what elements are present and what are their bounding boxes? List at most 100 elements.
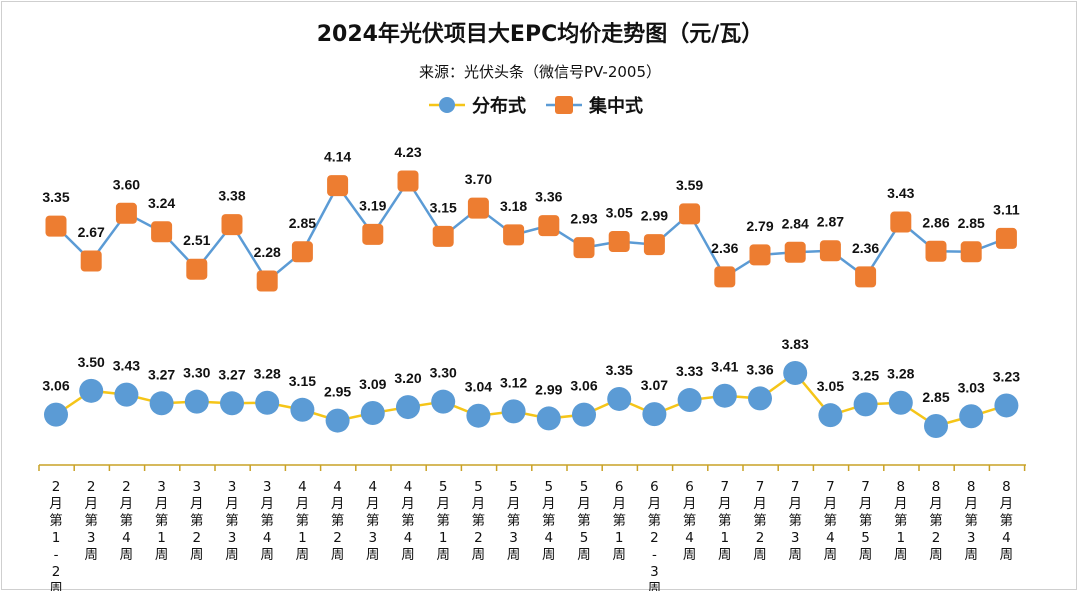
data-label-centralized: 3.59 (676, 177, 703, 193)
x-tick-label: 7 月第 2 周 (753, 479, 767, 563)
point-distributed (114, 382, 139, 407)
data-label-centralized: 3.05 (606, 205, 633, 221)
data-label-centralized: 3.43 (887, 185, 914, 201)
data-label-centralized: 2.86 (922, 214, 949, 230)
point-centralized (819, 240, 841, 262)
data-label-distributed: 3.28 (254, 366, 281, 382)
data-label-centralized: 2.67 (78, 224, 105, 240)
x-tick-label: 2 月第 3 周 (84, 479, 98, 563)
point-distributed (44, 402, 68, 427)
data-label-centralized: 2.28 (254, 244, 281, 260)
data-label-distributed: 3.04 (465, 379, 492, 395)
point-distributed (220, 391, 244, 416)
point-centralized (995, 227, 1017, 249)
x-tick-label: 8 月第 2 周 (929, 479, 943, 563)
point-centralized (221, 214, 243, 236)
point-centralized (327, 175, 349, 197)
data-label-centralized: 2.51 (183, 232, 210, 248)
x-tick-label: 5 月第 4 周 (542, 479, 556, 563)
data-label-distributed: 3.28 (887, 366, 914, 382)
data-label-centralized: 2.99 (641, 208, 668, 224)
data-label-distributed: 2.85 (922, 389, 949, 405)
data-label-centralized: 3.70 (465, 171, 492, 187)
point-distributed (818, 403, 843, 428)
data-label-distributed: 3.35 (606, 362, 633, 378)
data-label-distributed: 3.25 (852, 367, 879, 383)
data-label-distributed: 3.33 (676, 363, 703, 379)
point-distributed (924, 414, 948, 438)
x-tick-label: 3 月第 1 周 (155, 479, 169, 563)
data-label-centralized: 2.36 (711, 240, 738, 256)
x-tick-label: 2 月第 4 周 (120, 479, 134, 563)
point-distributed (360, 401, 385, 426)
point-distributed (642, 402, 667, 427)
data-label-distributed: 3.05 (817, 378, 844, 394)
data-label-distributed: 3.50 (78, 354, 105, 370)
plot-area: 3.06 3.50 3.43 3.27 3.30 3.27 3.28 3.15 2.95 3.09… (42, 144, 1020, 438)
x-tick-label: 4 月第 2 周 (331, 479, 345, 563)
data-label-centralized: 3.38 (218, 188, 245, 204)
x-tick-label: 5 月第 5 周 (577, 479, 591, 563)
data-label-distributed: 3.12 (500, 374, 527, 390)
data-label-distributed: 3.83 (782, 336, 809, 352)
data-label-centralized: 3.11 (993, 201, 1020, 217)
point-centralized (503, 224, 525, 246)
point-centralized (151, 221, 173, 243)
x-tick-label: 8 月第 3 周 (964, 479, 978, 563)
data-label-centralized: 3.35 (42, 189, 69, 205)
data-label-centralized: 3.36 (535, 189, 562, 205)
data-label-centralized: 2.79 (746, 218, 773, 234)
point-centralized (960, 241, 982, 263)
point-centralized (115, 202, 137, 224)
point-centralized (855, 266, 877, 288)
x-tick-label: 5 月第 1 周 (436, 479, 450, 563)
point-distributed (853, 392, 878, 417)
x-tick-label: 5 月第 2 周 (472, 479, 486, 563)
point-distributed (712, 383, 737, 408)
x-tick-label: 8 月第 4 周 (1000, 479, 1014, 563)
x-tick-label: 2 月第 1 -2 周 (49, 479, 63, 591)
x-tick-label: 4 月第 4 周 (401, 479, 415, 563)
point-distributed (501, 399, 526, 424)
data-label-centralized: 3.15 (430, 199, 457, 215)
data-label-distributed: 3.09 (359, 376, 386, 392)
point-distributed (994, 393, 1019, 418)
x-tick-label: 7 月第 3 周 (788, 479, 802, 563)
point-distributed (431, 389, 456, 414)
point-centralized (45, 215, 67, 237)
point-distributed (184, 389, 209, 414)
point-distributed (536, 406, 561, 431)
data-label-centralized: 4.23 (394, 144, 421, 160)
data-label-distributed: 2.99 (535, 381, 562, 397)
x-tick-label: 7 月第 4 周 (824, 479, 838, 563)
point-centralized (925, 240, 947, 262)
x-tick-label: 6 月第 4 周 (683, 479, 697, 563)
x-tick-label: 3 月第 4 周 (260, 479, 274, 563)
legend-label-centralized: 集中式 (588, 95, 643, 117)
point-centralized (784, 241, 806, 263)
x-tick-label: 3 月第 3 周 (225, 479, 239, 563)
point-centralized (538, 215, 560, 237)
data-label-distributed: 3.27 (148, 366, 175, 382)
legend: 分布式 集中式 (429, 95, 643, 117)
point-distributed (748, 386, 772, 411)
x-tick-label: 6 月第 2 -3 周 (648, 479, 662, 591)
point-centralized (573, 237, 595, 259)
point-centralized (432, 225, 454, 247)
data-label-centralized: 2.36 (852, 240, 879, 256)
x-tick-label: 7 月第 5 周 (859, 479, 873, 563)
data-label-distributed: 3.36 (746, 361, 773, 377)
point-distributed (607, 386, 632, 411)
data-label-distributed: 3.43 (113, 358, 140, 374)
chart-subtitle: 来源：光伏头条（微信号PV-2005） (419, 63, 661, 81)
point-distributed (396, 395, 420, 420)
point-distributed (888, 390, 913, 415)
point-centralized (467, 197, 489, 219)
data-label-distributed: 3.41 (711, 359, 738, 375)
point-centralized (80, 250, 102, 272)
data-label-centralized: 2.85 (289, 215, 316, 231)
point-distributed (783, 361, 808, 385)
point-distributed (325, 408, 350, 433)
data-label-distributed: 3.23 (993, 368, 1020, 384)
